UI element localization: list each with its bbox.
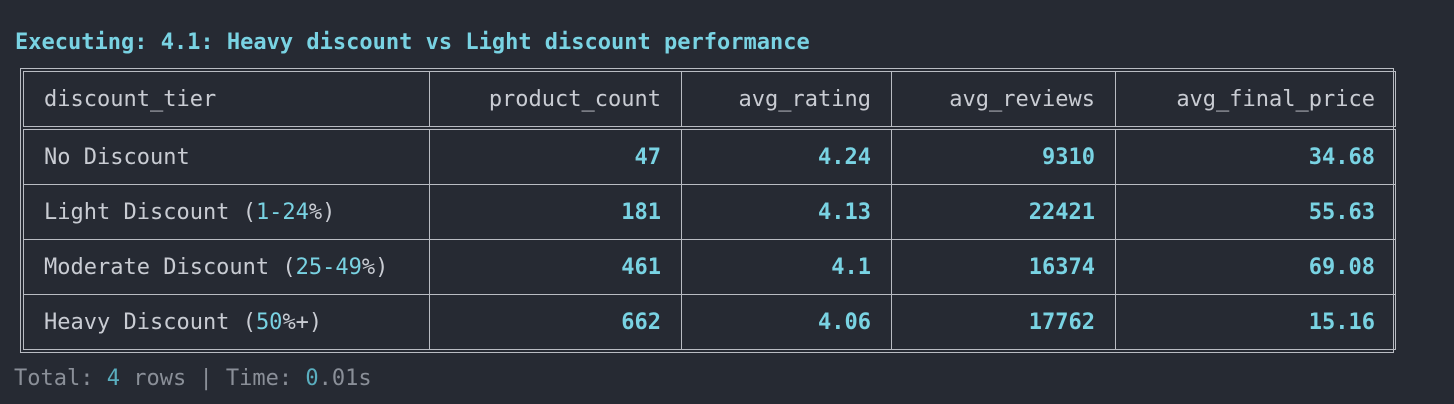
tier-name: Moderate Discount — [44, 254, 283, 280]
cell-product-count: 47 — [429, 127, 682, 185]
tier-name: Heavy Discount — [44, 309, 243, 335]
cell-avg-reviews: 16374 — [891, 239, 1116, 295]
time-integer: 0 — [305, 366, 319, 391]
column-header-avg-final-price: avg_final_price — [1115, 71, 1396, 130]
tier-paren-open: ( — [242, 309, 256, 335]
cell-discount-tier: Moderate Discount (25-49%) — [23, 239, 430, 295]
table-row: Heavy Discount (50%+) 662 4.06 17762 15.… — [23, 294, 1396, 350]
tier-range: 1-24 — [255, 199, 309, 225]
table-row: Moderate Discount (25-49%) 461 4.1 16374… — [23, 239, 1396, 295]
results-table-frame: discount_tier product_count avg_rating a… — [20, 68, 1396, 353]
tier-paren-close: %) — [308, 199, 336, 225]
tier-range: 50 — [255, 309, 283, 335]
cell-avg-reviews: 22421 — [891, 184, 1116, 240]
table-row: Light Discount (1-24%) 181 4.13 22421 55… — [23, 184, 1396, 240]
executing-query-title: Executing: 4.1: Heavy discount vs Light … — [15, 30, 810, 55]
rows-time-label: rows | Time: — [119, 366, 306, 391]
results-table: discount_tier product_count avg_rating a… — [23, 71, 1396, 350]
total-label: Total: — [14, 366, 107, 391]
tier-paren-open: ( — [282, 254, 296, 280]
time-rest: .01s — [318, 366, 372, 391]
cell-avg-final-price: 55.63 — [1115, 184, 1396, 240]
tier-name: No Discount — [44, 144, 190, 170]
tier-paren-close: %+) — [282, 309, 323, 335]
cell-avg-final-price: 69.08 — [1115, 239, 1396, 295]
cell-avg-reviews: 9310 — [891, 127, 1116, 185]
cell-avg-rating: 4.06 — [681, 294, 892, 350]
tier-paren-open: ( — [242, 199, 256, 225]
column-header-discount-tier: discount_tier — [23, 71, 430, 130]
cell-discount-tier: Heavy Discount (50%+) — [23, 294, 430, 350]
column-header-product-count: product_count — [429, 71, 682, 130]
row-count: 4 — [106, 366, 120, 391]
cell-discount-tier: Light Discount (1-24%) — [23, 184, 430, 240]
cell-product-count: 662 — [429, 294, 682, 350]
column-header-avg-rating: avg_rating — [681, 71, 892, 130]
table-header-row: discount_tier product_count avg_rating a… — [23, 71, 1396, 130]
cell-avg-final-price: 34.68 — [1115, 127, 1396, 185]
cell-avg-rating: 4.1 — [681, 239, 892, 295]
column-header-avg-reviews: avg_reviews — [891, 71, 1116, 130]
cell-avg-rating: 4.24 — [681, 127, 892, 185]
tier-name: Light Discount — [44, 199, 243, 225]
cell-avg-final-price: 15.16 — [1115, 294, 1396, 350]
tier-range: 25-49 — [295, 254, 362, 280]
cell-avg-rating: 4.13 — [681, 184, 892, 240]
cell-discount-tier: No Discount — [23, 127, 430, 185]
cell-avg-reviews: 17762 — [891, 294, 1116, 350]
tier-paren-close: %) — [361, 254, 389, 280]
cell-product-count: 181 — [429, 184, 682, 240]
table-row: No Discount 47 4.24 9310 34.68 — [23, 127, 1396, 185]
query-summary-footer: Total: 4 rows | Time: 0.01s — [14, 366, 372, 391]
cell-product-count: 461 — [429, 239, 682, 295]
